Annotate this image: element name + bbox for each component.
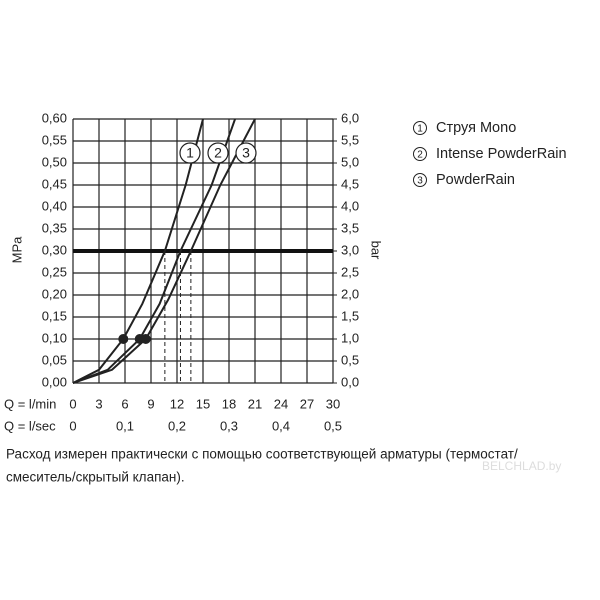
y-tick-label: 0,20	[42, 286, 67, 301]
x-tick-label: 12	[170, 396, 184, 411]
y2-tick-label: 0,5	[341, 352, 359, 367]
curve	[72, 118, 237, 384]
curve-tag: 3	[242, 145, 250, 161]
x-tick-label: 30	[326, 396, 340, 411]
y-tick-label: 0,10	[42, 330, 67, 345]
y-tick-label: 0,30	[42, 242, 67, 257]
y-tick-label: 0,55	[42, 132, 67, 147]
y2-tick-label: 5,0	[341, 154, 359, 169]
x-tick-label: 0	[69, 396, 76, 411]
legend-marker: 2	[417, 150, 423, 161]
legend-label: PowderRain	[436, 172, 515, 188]
x2-tick-label: 0,1	[116, 418, 134, 433]
x2-tick-label: 0,2	[168, 418, 186, 433]
y-tick-label: 0,05	[42, 352, 67, 367]
x2-tick-label: 0,3	[220, 418, 238, 433]
point	[140, 334, 151, 344]
legend-label: Intense PowderRain	[436, 146, 567, 162]
curve	[72, 118, 204, 384]
y2-tick-label: 0,0	[341, 374, 359, 389]
y-tick-label: 0,60	[42, 110, 67, 125]
y2-tick-label: 3,0	[341, 242, 359, 257]
y2-tick-label: 1,5	[341, 308, 359, 323]
legend-marker-circle	[413, 173, 427, 187]
x-tick-label: 6	[121, 396, 128, 411]
y2-tick-label: 6,0	[341, 110, 359, 125]
watermark: BELCHLAD.by	[482, 459, 561, 473]
y-axis-title: MPa	[9, 236, 24, 264]
y-tick-label: 0,00	[42, 374, 67, 389]
x-tick-label: 27	[300, 396, 314, 411]
y-tick-label: 0,25	[42, 264, 67, 279]
x-tick-label: 9	[147, 396, 154, 411]
x2-tick-label: 0	[69, 418, 76, 433]
y2-tick-label: 3,5	[341, 220, 359, 235]
note-line: смеситель/скрытый клапан).	[6, 470, 185, 485]
curve-tag: 2	[214, 145, 222, 161]
x-tick-label: 21	[248, 396, 262, 411]
curve	[72, 118, 256, 384]
x2-axis-title: Q = l/sec	[4, 418, 56, 433]
legend-marker: 1	[417, 124, 423, 135]
curve-tag-circle	[207, 142, 229, 164]
y2-tick-label: 2,5	[341, 264, 359, 279]
y2-tick-label: 5,5	[341, 132, 359, 147]
legend-label: Струя Mono	[436, 120, 516, 136]
x-tick-label: 15	[196, 396, 210, 411]
legend-marker: 3	[417, 176, 423, 187]
y2-tick-label: 4,5	[341, 176, 359, 191]
note-line: Расход измерен практически с помощью соо…	[6, 447, 518, 462]
y-tick-label: 0,35	[42, 220, 67, 235]
legend-marker-circle	[413, 147, 427, 161]
x-tick-label: 18	[222, 396, 236, 411]
point	[118, 334, 129, 344]
x2-tick-label: 0,5	[324, 418, 342, 433]
y-tick-label: 0,40	[42, 198, 67, 213]
x-axis-title: Q = l/min	[4, 396, 56, 411]
x-tick-label: 3	[95, 396, 102, 411]
y2-tick-label: 2,0	[341, 286, 359, 301]
y2-axis-title: bar	[369, 241, 384, 260]
curve-tag: 1	[186, 145, 194, 161]
y-tick-label: 0,15	[42, 308, 67, 323]
y-tick-label: 0,45	[42, 176, 67, 191]
y2-tick-label: 4,0	[341, 198, 359, 213]
legend-marker-circle	[413, 121, 427, 135]
x-tick-label: 24	[274, 396, 288, 411]
curve-tag-circle	[235, 142, 257, 164]
x2-tick-label: 0,4	[272, 418, 290, 433]
curve-tag-circle	[179, 142, 201, 164]
y2-tick-label: 1,0	[341, 330, 359, 345]
y-tick-label: 0,50	[42, 154, 67, 169]
